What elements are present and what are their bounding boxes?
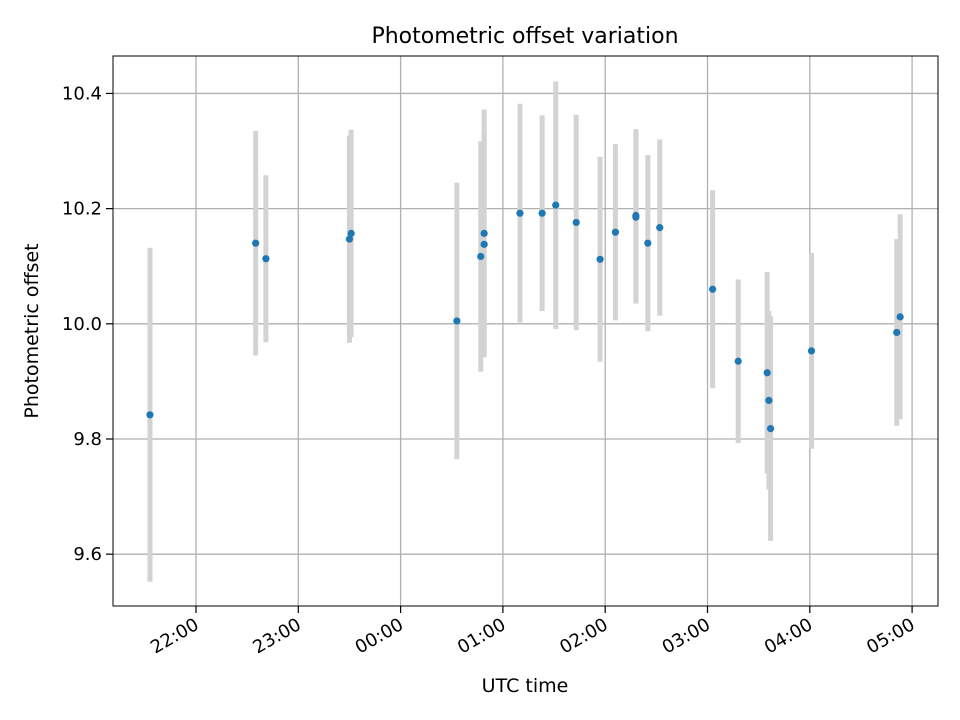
data-point <box>347 229 355 237</box>
data-point <box>552 201 560 209</box>
data-point <box>453 317 461 325</box>
data-point <box>480 229 488 237</box>
data-point <box>644 239 652 247</box>
chart-title: Photometric offset variation <box>371 24 678 49</box>
plot-frame <box>112 55 939 607</box>
data-point <box>146 411 154 419</box>
data-point <box>611 228 620 236</box>
data-point <box>807 347 816 355</box>
data-point <box>480 240 488 248</box>
data-point <box>477 252 485 261</box>
y-tick-label: 10.4 <box>62 83 102 104</box>
data-point <box>632 211 640 220</box>
data-point <box>345 235 354 243</box>
data-point <box>252 239 260 247</box>
y-tick-label: 9.6 <box>73 544 102 565</box>
x-axis-label: UTC time <box>482 675 569 697</box>
data-point <box>656 224 664 232</box>
data-point <box>262 255 270 263</box>
data-point <box>596 255 604 263</box>
data-point <box>709 285 717 293</box>
y-tick-label: 10.2 <box>62 199 102 220</box>
data-point <box>516 209 524 217</box>
data-point <box>766 425 775 433</box>
data-point <box>765 396 773 404</box>
grid-lines <box>113 56 938 606</box>
data-markers <box>146 201 904 433</box>
data-point <box>893 328 901 337</box>
y-tick-label: 10.0 <box>62 314 102 335</box>
data-point <box>734 357 742 365</box>
y-axis-ticks: 9.6 9.8 10.0 10.2 10.4 <box>62 83 113 565</box>
y-tick-label: 9.8 <box>73 429 102 450</box>
y-axis-label: Photometric offset <box>21 243 43 418</box>
data-point <box>572 218 580 227</box>
data-point <box>896 313 904 321</box>
data-point <box>538 209 546 217</box>
data-point <box>763 369 771 377</box>
